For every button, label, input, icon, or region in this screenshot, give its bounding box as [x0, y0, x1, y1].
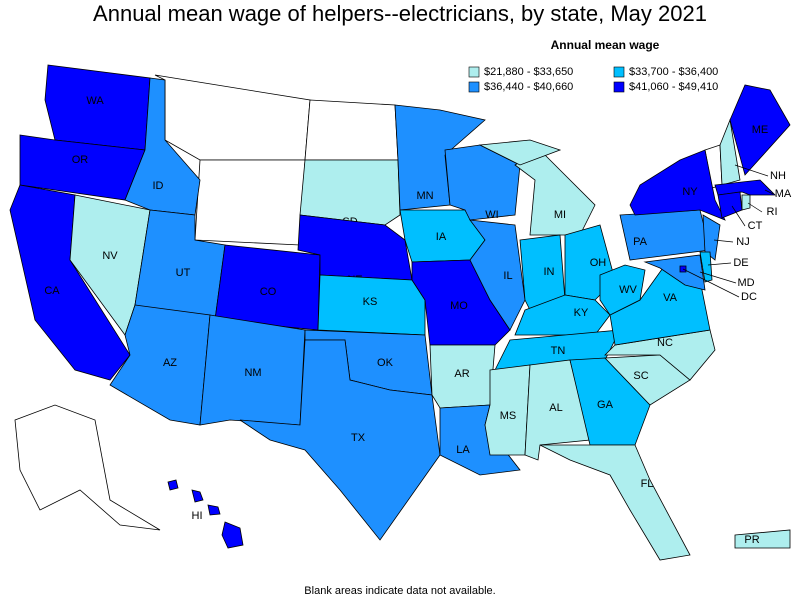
leader-line	[734, 164, 769, 177]
state-label: FL	[641, 478, 654, 490]
state-label: IA	[436, 231, 447, 243]
blank-state	[14, 404, 161, 531]
leader-line	[747, 202, 763, 213]
state-label: GA	[597, 399, 614, 411]
state-region	[719, 118, 741, 186]
state-region	[729, 84, 791, 176]
state-label: OR	[72, 154, 89, 166]
state-label: MA	[775, 188, 792, 200]
map-title: Annual mean wage of helpers--electrician…	[93, 1, 707, 26]
blank-regions	[14, 74, 723, 531]
leader-line	[731, 205, 746, 227]
state-label: RI	[767, 206, 778, 218]
state-region	[629, 149, 726, 221]
state-label: KS	[363, 296, 378, 308]
legend-label: $36,440 - $40,660	[484, 81, 573, 93]
state-label: AR	[454, 368, 469, 380]
state-label: OH	[590, 257, 607, 269]
leader-line	[699, 271, 737, 284]
state-region	[717, 191, 743, 219]
state-region	[539, 444, 691, 561]
state-label: MS	[500, 410, 517, 422]
legend-label: $21,880 - $33,650	[484, 66, 573, 78]
state-label: PA	[633, 236, 648, 248]
state-label: MD	[737, 277, 754, 289]
state-region	[643, 254, 706, 291]
state-region	[734, 529, 791, 549]
legend-swatch	[468, 66, 480, 78]
state-label: UT	[176, 267, 191, 279]
state-label: NH	[770, 170, 786, 182]
state-label: AL	[549, 402, 562, 414]
leader-line	[764, 189, 774, 195]
legend-title: Annual mean wage	[551, 38, 660, 52]
blank-state	[304, 99, 399, 161]
state-label: LA	[456, 444, 470, 456]
legend-label: $33,700 - $36,400	[629, 66, 718, 78]
state-label: VA	[663, 292, 678, 304]
state-region	[317, 274, 426, 336]
state-region	[469, 219, 526, 331]
legend-swatch	[613, 66, 625, 78]
state-region	[221, 521, 244, 549]
state-region	[191, 489, 204, 503]
state-region	[167, 479, 179, 491]
legend-label: $41,060 - $49,410	[629, 81, 718, 93]
blank-state	[154, 74, 311, 161]
state-label: WI	[485, 209, 498, 221]
state-label: TN	[551, 345, 566, 357]
state-label: KY	[574, 307, 589, 319]
state-label: CO	[260, 286, 277, 298]
state-label: MI	[554, 209, 566, 221]
leader-line	[713, 239, 734, 243]
state-label: NV	[102, 250, 118, 262]
state-label: DC	[741, 291, 757, 303]
state-label: PR	[744, 534, 759, 546]
state-label: CT	[748, 220, 763, 232]
state-region	[599, 264, 646, 316]
leader-line	[707, 262, 732, 266]
state-label: IN	[544, 266, 555, 278]
legend-swatch	[613, 81, 625, 93]
state-label: NY	[682, 186, 698, 198]
state-region	[44, 64, 151, 151]
state-region	[702, 214, 721, 261]
legend-swatch	[468, 81, 480, 93]
state-label: WV	[619, 284, 637, 296]
state-label: NC	[657, 337, 673, 349]
state-label: NM	[244, 367, 261, 379]
state-region	[741, 194, 751, 211]
state-label: ID	[153, 180, 164, 192]
state-region	[299, 159, 401, 226]
state-region	[239, 339, 441, 541]
state-region	[478, 139, 562, 166]
state-region	[569, 357, 651, 446]
state-label: MN	[416, 190, 433, 202]
state-label: SC	[633, 370, 648, 382]
state-label: MO	[450, 300, 468, 312]
state-label: NJ	[736, 236, 749, 248]
state-label: CA	[44, 285, 60, 297]
state-label: DE	[733, 257, 748, 269]
state-label: TX	[351, 432, 366, 444]
state-label: AZ	[163, 357, 177, 369]
state-label: IL	[503, 270, 512, 282]
state-label: WA	[86, 95, 104, 107]
leader-line	[682, 268, 740, 298]
state-label: ME	[752, 124, 769, 136]
state-region	[207, 504, 221, 516]
footnote: Blank areas indicate data not available.	[304, 585, 495, 597]
state-label: OK	[377, 357, 394, 369]
state-label: HI	[192, 510, 203, 522]
blank-state	[194, 159, 306, 246]
